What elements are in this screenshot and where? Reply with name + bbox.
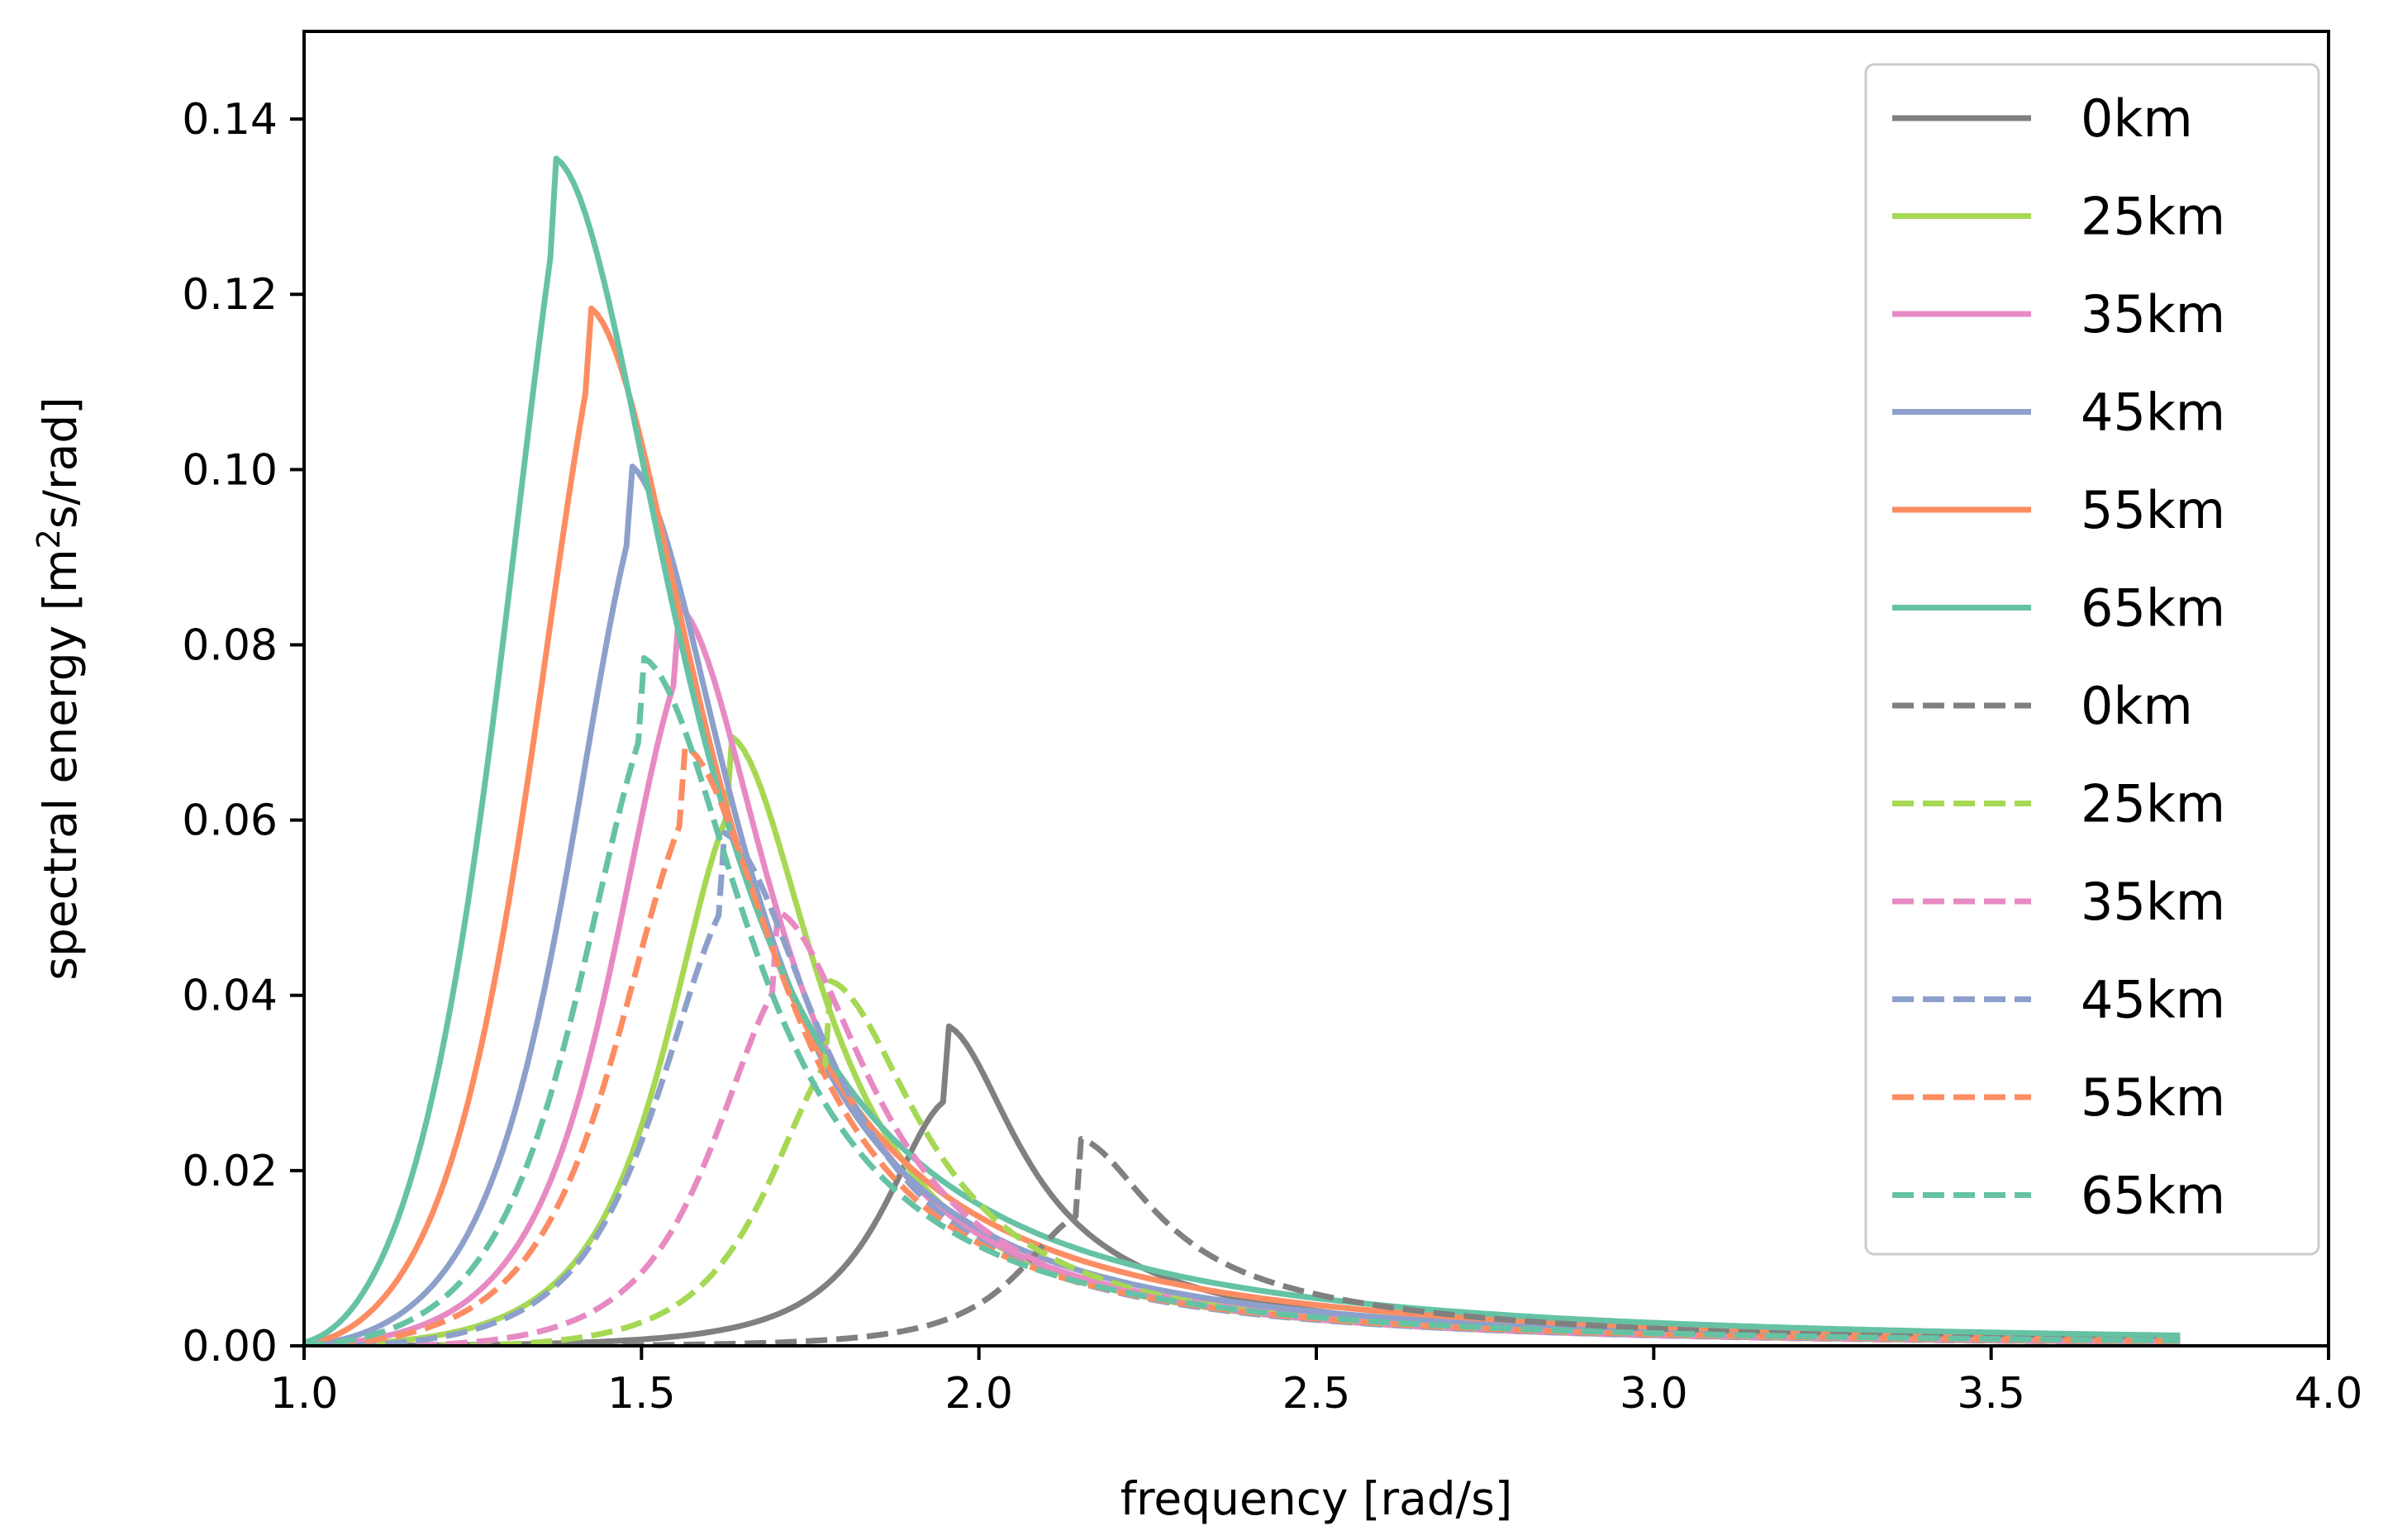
y-axis-label-superscript: 2 [31,529,67,549]
legend-label: 45km [2081,383,2225,443]
legend-label: 0km [2081,676,2193,736]
y-tick-label: 0.10 [182,445,278,495]
legend-label: 45km [2081,970,2225,1030]
x-tick-label: 3.5 [1957,1369,2025,1419]
y-tick-label: 0.00 [182,1322,278,1371]
legend-label: 0km [2081,88,2193,149]
x-tick-label: 2.0 [944,1369,1013,1419]
legend-label: 25km [2081,774,2225,834]
y-axis: 0.00 0.02 0.04 0.06 0.08 0.10 0.12 0.14 [182,95,304,1371]
legend-label: 25km [2081,187,2225,247]
series-65km-solid [304,155,2181,1346]
legend: 0km 25km 35km 45km 55km 65km 0km 25km 35km 45km 55… [1864,63,2320,1256]
x-tick-label: 1.0 [270,1369,339,1419]
x-axis: 1.0 1.5 2.0 2.5 3.0 3.5 4.0 [270,1346,2363,1419]
y-tick-label: 0.06 [182,796,278,846]
y-axis-label: spectral energy [m2s/rad] [31,397,87,981]
legend-label: 55km [2081,480,2225,540]
y-tick-label: 0.08 [182,620,278,670]
y-tick-label: 0.04 [182,972,278,1021]
x-tick-label: 1.5 [607,1369,676,1419]
y-tick-label: 0.14 [182,95,278,145]
y-axis-label-prefix: spectral energy [m [34,549,87,980]
x-tick-label: 3.0 [1620,1369,1688,1419]
x-tick-label: 4.0 [2295,1369,2363,1419]
legend-label: 65km [2081,578,2225,639]
legend-label: 65km [2081,1166,2225,1226]
series-group [304,155,2181,1346]
legend-label: 55km [2081,1067,2225,1128]
series-65km-dashed [304,654,2181,1346]
x-tick-label: 2.5 [1282,1369,1351,1419]
y-tick-label: 0.02 [182,1147,278,1196]
y-axis-label-suffix: s/rad] [34,397,87,529]
legend-label: 35km [2081,284,2225,345]
y-tick-label: 0.12 [182,270,278,320]
x-axis-label: frequency [rad/s] [1120,1472,1513,1525]
series-0km-dashed [439,1136,2181,1346]
legend-label: 35km [2081,872,2225,932]
legend-box [1864,63,2320,1256]
